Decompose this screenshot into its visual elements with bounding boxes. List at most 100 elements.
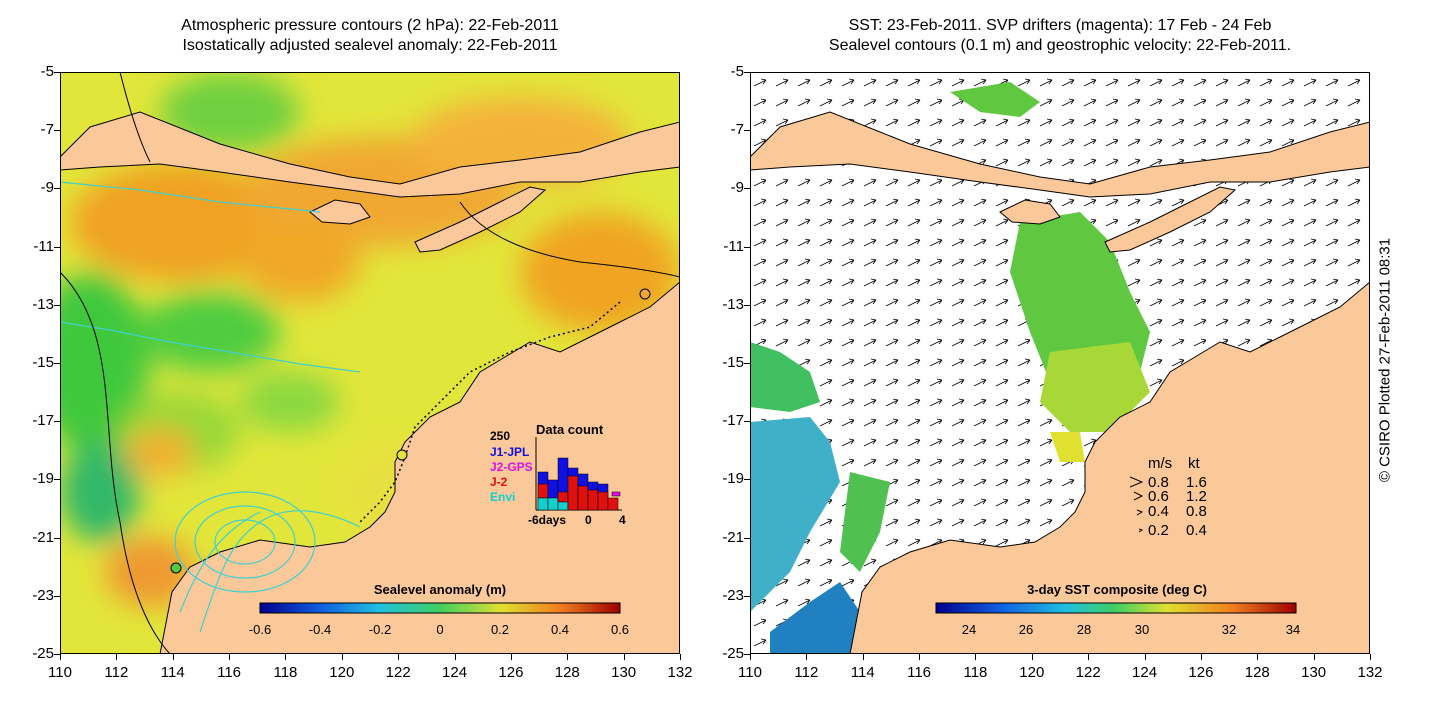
right-y-axis-label: -17 — [722, 412, 744, 430]
velocity-arrow-icon — [1138, 528, 1144, 533]
pressure-contours — [60, 72, 680, 654]
left-y-axis-label: -11 — [33, 237, 54, 255]
velocity-legend-kt: 0.4 — [1186, 522, 1207, 539]
colorbar-tick: 34 — [1286, 622, 1300, 637]
left-x-tick — [398, 654, 400, 660]
right-x-axis-label: 124 — [1132, 664, 1158, 681]
right-y-tick — [744, 72, 750, 73]
right-y-tick — [744, 654, 750, 655]
right-y-axis-label: -5 — [730, 63, 744, 80]
right-x-axis-label: 128 — [1244, 664, 1270, 681]
tide-gauge-marker — [170, 562, 182, 574]
left-x-tick — [567, 654, 569, 660]
left-y-tick — [54, 363, 60, 364]
left-sealevel-anomaly-map: Data count 250 J1-JPL J2-GPS J-2 Envi — [60, 72, 680, 654]
right-x-tick — [975, 654, 977, 660]
inset-x-tick: -6days — [528, 513, 566, 527]
data-count-bars — [537, 457, 621, 511]
velocity-legend-header-kt: kt — [1188, 455, 1201, 472]
left-x-tick — [172, 654, 174, 660]
map-frame — [750, 72, 1370, 654]
velocity-legend-header-ms: m/s — [1148, 455, 1172, 472]
left-x-tick — [229, 654, 231, 660]
colorbar-tick: -0.4 — [309, 622, 331, 637]
left-x-tick — [510, 654, 512, 660]
right-sst-map: m/s kt 0.8 1.6 0.6 1.2 0.4 0.8 0.2 0.4 3… — [750, 72, 1370, 654]
left-x-tick — [454, 654, 456, 660]
left-y-axis-label: -23 — [32, 586, 54, 604]
data-count-inset: Data count 250 J1-JPL J2-GPS J-2 Envi — [490, 422, 626, 527]
left-y-axis-label: -9 — [40, 179, 54, 197]
colorbar-tick: 24 — [962, 622, 976, 637]
right-x-tick — [1031, 654, 1033, 660]
right-title-line2: Sealevel contours (0.1 m) and geostrophi… — [828, 37, 1292, 54]
left-x-axis-label: 126 — [498, 664, 524, 681]
left-x-tick — [341, 654, 343, 660]
left-y-axis-label: -25 — [32, 645, 54, 662]
land-sumba — [309, 199, 371, 225]
right-y-axis-label: -9 — [730, 179, 744, 197]
velocity-legend-kt: 1.2 — [1186, 488, 1207, 505]
left-y-tick — [54, 130, 60, 132]
left-x-axis-label: 118 — [273, 664, 298, 681]
land-timor — [1104, 186, 1237, 253]
velocity-legend-ms: 0.6 — [1148, 488, 1169, 505]
right-x-tick — [862, 654, 864, 660]
data-count-ymax: 250 — [490, 429, 510, 443]
right-x-axis-label: 114 — [850, 664, 875, 681]
right-y-axis-label: -7 — [730, 121, 744, 139]
left-x-axis-label: 124 — [442, 664, 468, 681]
sst-colorbar-label: 3-day SST composite (deg C) — [1027, 582, 1207, 597]
sealevel-colorbar-gradient — [259, 602, 621, 614]
left-y-tick — [54, 246, 60, 248]
colorbar-tick: 30 — [1135, 622, 1149, 637]
velocity-arrow-icon — [1133, 491, 1144, 501]
left-y-tick — [54, 479, 60, 481]
left-x-axis-label: 116 — [217, 664, 242, 681]
right-x-axis-label: 116 — [907, 664, 932, 681]
right-x-tick — [1257, 654, 1259, 660]
right-y-tick — [744, 130, 750, 132]
left-x-axis-label: 128 — [554, 664, 580, 681]
colorbar-tick: -0.2 — [369, 622, 391, 637]
shelf-edge-dotted — [359, 301, 621, 523]
right-y-tick — [744, 304, 750, 306]
left-y-axis-label: -17 — [32, 412, 54, 430]
colorbar-tick: 0.6 — [611, 622, 629, 637]
right-map-title: SST: 23-Feb-2011. SVP drifters (magenta)… — [750, 16, 1370, 56]
right-y-axis-label: -11 — [723, 237, 744, 255]
right-x-axis-label: 112 — [794, 664, 819, 681]
left-y-axis-label: -15 — [32, 354, 54, 371]
sealevel-colorbar-label: Sealevel anomaly (m) — [374, 582, 506, 597]
tide-gauge-marker — [639, 288, 651, 300]
left-title-line1: Atmospheric pressure contours (2 hPa): 2… — [181, 17, 559, 34]
right-title-line1: SST: 23-Feb-2011. SVP drifters (magenta)… — [848, 17, 1272, 34]
right-x-axis-label: 122 — [1075, 664, 1101, 681]
legend-envi: Envi — [490, 490, 515, 504]
left-y-tick — [54, 188, 60, 190]
right-x-tick — [750, 654, 751, 660]
left-y-tick — [54, 595, 60, 597]
right-y-tick — [744, 479, 750, 481]
right-x-tick — [1370, 654, 1371, 660]
land-timor — [414, 186, 547, 253]
right-y-axis-label: -25 — [722, 645, 744, 662]
right-x-axis-label: 120 — [1019, 664, 1045, 681]
left-x-axis-label: 130 — [611, 664, 637, 681]
left-y-axis-label: -5 — [40, 63, 54, 80]
sst-colorbar: 3-day SST composite (deg C) 24 26 28 30 … — [935, 582, 1300, 637]
right-y-axis-label: -15 — [722, 354, 744, 371]
colorbar-tick: -0.6 — [249, 622, 271, 637]
right-x-axis-label: 110 — [738, 664, 762, 681]
right-x-axis-label: 118 — [963, 664, 988, 681]
right-x-tick — [1088, 654, 1090, 660]
colorbar-tick: 28 — [1077, 622, 1091, 637]
right-x-tick — [806, 654, 808, 660]
right-x-axis-label: 126 — [1188, 664, 1214, 681]
map-frame — [60, 72, 680, 654]
land-australia — [159, 281, 680, 654]
colorbar-tick: 0.2 — [491, 622, 509, 637]
left-y-tick — [54, 421, 60, 423]
left-x-axis-label: 120 — [329, 664, 355, 681]
velocity-arrow-icon — [1136, 509, 1144, 516]
